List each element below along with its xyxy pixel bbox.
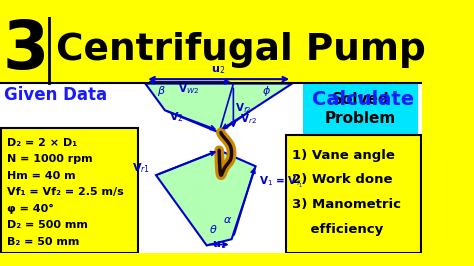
Text: φ = 40°: φ = 40° <box>7 204 54 214</box>
Text: $\alpha$: $\alpha$ <box>223 215 232 225</box>
Text: $\theta$: $\theta$ <box>210 223 218 235</box>
Text: B₂ = 50 mm: B₂ = 50 mm <box>7 236 79 247</box>
Text: V$_{W2}$: V$_{W2}$ <box>178 82 200 95</box>
FancyBboxPatch shape <box>303 83 419 135</box>
Text: 3: 3 <box>2 17 48 83</box>
Text: V$_1$ = V$_{f_1}$: V$_1$ = V$_{f_1}$ <box>259 175 304 190</box>
Text: $\phi$: $\phi$ <box>262 84 271 98</box>
Text: efficiency: efficiency <box>292 223 383 236</box>
Text: u$_2$: u$_2$ <box>211 65 225 76</box>
Text: Vf₁ = Vf₂ = 2.5 m/s: Vf₁ = Vf₂ = 2.5 m/s <box>7 187 123 197</box>
Text: V$_{f2}$: V$_{f2}$ <box>235 102 252 115</box>
Text: Centrifugal Pump: Centrifugal Pump <box>56 32 426 68</box>
Text: 2) Work done: 2) Work done <box>292 173 392 186</box>
Text: D₂ = 2 × D₁: D₂ = 2 × D₁ <box>7 138 77 148</box>
Polygon shape <box>156 150 255 246</box>
FancyBboxPatch shape <box>286 135 421 252</box>
Text: Solved
Problem: Solved Problem <box>325 92 396 126</box>
Text: Given Data: Given Data <box>4 86 107 104</box>
Text: V$_2$: V$_2$ <box>169 110 183 124</box>
Text: N = 1000 rpm: N = 1000 rpm <box>7 154 92 164</box>
Text: $\beta$: $\beta$ <box>157 84 166 98</box>
FancyBboxPatch shape <box>1 128 138 252</box>
Text: Calculate: Calculate <box>312 90 414 109</box>
Text: V$_{r2}$: V$_{r2}$ <box>240 112 257 126</box>
Text: Hm = 40 m: Hm = 40 m <box>7 171 75 181</box>
Text: D₂ = 500 mm: D₂ = 500 mm <box>7 220 88 230</box>
Text: V$_{r1}$: V$_{r1}$ <box>132 161 150 175</box>
Text: 3) Manometric: 3) Manometric <box>292 198 401 211</box>
Text: u$_1$: u$_1$ <box>212 239 226 251</box>
Polygon shape <box>146 84 292 132</box>
Text: 1) Vane angle: 1) Vane angle <box>292 148 395 161</box>
Bar <box>0 83 422 253</box>
